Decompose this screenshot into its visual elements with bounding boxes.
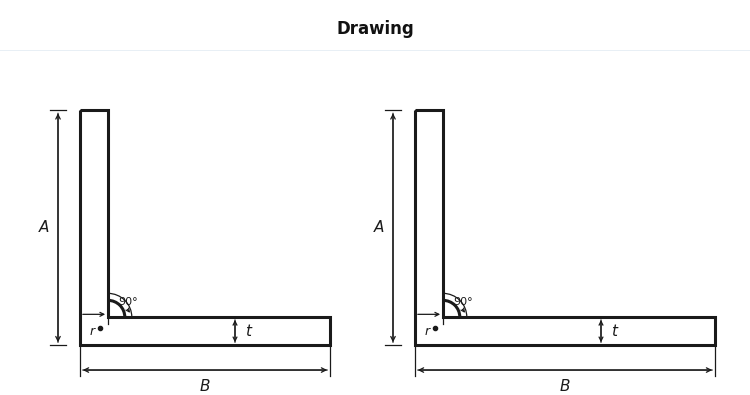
Text: A: A [39,220,50,235]
Text: 90°: 90° [118,297,137,307]
Text: Drawing: Drawing [336,20,414,38]
Text: A: A [374,220,384,235]
Text: t: t [245,324,251,339]
Text: t: t [611,324,617,339]
Text: r: r [425,325,430,338]
Text: B: B [560,378,570,393]
Text: B: B [200,378,210,393]
Text: r: r [90,325,95,338]
Text: 90°: 90° [453,297,472,307]
